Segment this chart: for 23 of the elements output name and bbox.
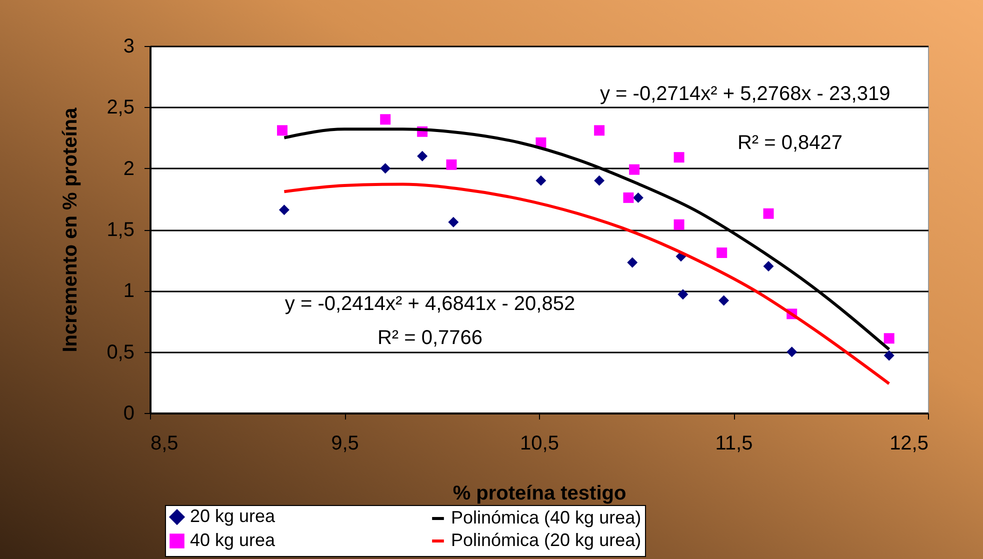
legend-label: Polinómica (20 kg urea) [451,530,642,550]
y-tick-label: 2 [123,158,134,180]
annotation: y = -0,2414x² + 4,6841x - 20,852 [284,293,576,315]
annotation: R² = 0,8427 [737,132,843,154]
y-tick-label: 0,5 [106,341,134,364]
x-tick-label: 10,5 [520,432,559,454]
annotation: R² = 0,7766 [377,327,483,349]
line-series [282,182,891,386]
legend-label: 40 kg urea [190,530,276,550]
x-axis-title: % proteína testigo [452,482,626,504]
x-tick-label: 9,5 [331,432,359,454]
legend-label: 20 kg urea [190,506,276,526]
y-tick-label: 2,5 [106,96,134,119]
y-tick-label: 3 [123,36,134,58]
y-tick-label: 1 [123,280,134,302]
y-axis-title: Incremento en % proteína [60,106,82,352]
x-tick-label: 12,5 [890,432,928,454]
y-tick-label: 1,5 [106,219,134,241]
annotation: y = -0,2714x² + 5,2768x - 23,319 [600,83,890,105]
legend-label: Polinómica (40 kg urea) [451,508,642,528]
x-tick-label: 11,5 [715,432,753,454]
x-tick-label: 8,5 [150,432,178,454]
y-tick-label: 0 [123,402,134,424]
